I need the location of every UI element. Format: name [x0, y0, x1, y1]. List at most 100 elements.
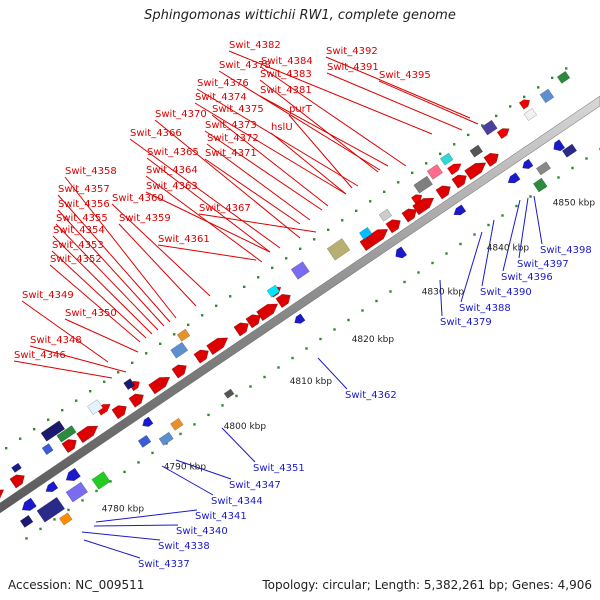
scale-dot — [89, 390, 92, 393]
leader-line — [317, 357, 348, 390]
leader-line — [259, 79, 379, 173]
scale-dot — [333, 328, 336, 331]
leader-line — [129, 138, 281, 249]
genome-summary: Topology: circular; Length: 5,382,261 bp… — [262, 578, 592, 592]
scale-dot — [355, 209, 358, 212]
scale-dot — [229, 295, 232, 298]
gene-label: Swit_4376 — [197, 78, 249, 89]
leader-lines — [13, 50, 543, 559]
gene-label: Swit_4372 — [207, 133, 259, 144]
scale-dot — [411, 171, 414, 174]
leader-line — [157, 244, 257, 261]
gene-label: Swit_4344 — [211, 496, 263, 507]
gene-label: Swit_4340 — [176, 526, 228, 537]
gene-label: Swit_4356 — [58, 199, 110, 210]
scale-dot — [277, 366, 280, 369]
gene-label: Swit_4396 — [501, 272, 553, 283]
scale-dot — [5, 447, 8, 450]
reverse-gene-arrow — [522, 158, 534, 170]
annotated-gene-box — [41, 443, 54, 456]
annotated-gene-box — [170, 341, 189, 359]
gene-label: Swit_4350 — [65, 308, 117, 319]
gene-label: Swit_4398 — [540, 245, 592, 256]
reverse-gene-arrow — [453, 204, 467, 216]
scale-dot — [453, 143, 456, 146]
gene-label: Swit_4365 — [147, 147, 199, 158]
scale-dot — [495, 114, 498, 118]
gene-label: Swit_4364 — [146, 165, 198, 176]
reverse-gene-arrow — [142, 416, 154, 427]
gene-label: Swit_4392 — [326, 46, 378, 57]
leader-line — [55, 223, 159, 331]
forward-gene-arrow — [483, 152, 499, 167]
leader-line — [93, 524, 179, 527]
reverse-gene-box — [65, 481, 89, 503]
scale-dot — [487, 223, 490, 227]
reverse-gene-box — [532, 177, 548, 193]
scale-dot — [375, 299, 378, 303]
leader-line — [161, 465, 214, 496]
scale-dot — [243, 285, 246, 288]
annotated-gene-box — [481, 119, 498, 136]
annotated-gene-box — [378, 208, 393, 222]
scale-dot — [263, 375, 266, 379]
leader-line — [198, 213, 317, 233]
leader-line — [52, 235, 153, 335]
forward-gene-arrow — [518, 99, 531, 110]
scale-dot — [131, 361, 134, 364]
leader-line — [221, 427, 256, 463]
leader-line — [111, 203, 211, 297]
scale-dot — [403, 280, 406, 284]
forward-gene-arrow — [410, 194, 423, 205]
forward-gene-arrow — [464, 162, 487, 181]
scale-dot — [159, 342, 162, 345]
accession-label: Accession: NC_009511 — [8, 578, 145, 592]
gene-label: Swit_4362 — [345, 390, 397, 401]
reverse-gene-arrow — [395, 246, 408, 259]
gene-label: Swit_4370 — [155, 109, 207, 120]
gene-label: Swit_4352 — [50, 254, 102, 265]
scale-label: 4780 kbp — [102, 505, 145, 515]
scale-dot — [431, 261, 434, 265]
gene-labels: 4780 kbp 4790 kbp 4800 kbp 4810 kbp 4820 kbp… — [14, 40, 595, 570]
leader-line — [13, 360, 113, 379]
scale-dot — [509, 105, 512, 108]
scale-dot — [67, 508, 70, 512]
gene-label: Swit_4366 — [130, 128, 182, 139]
gene-label: Swit_4363 — [146, 181, 198, 192]
leader-line — [196, 88, 359, 187]
scale-dot — [271, 266, 274, 269]
leader-line — [228, 50, 433, 135]
scale-dot — [565, 67, 568, 70]
scale-dot — [193, 423, 196, 426]
reverse-gene-arrow — [65, 467, 81, 481]
gene-label: Swit_4346 — [14, 350, 66, 361]
scale-ticks — [5, 67, 600, 540]
gene-label: Swit_4388 — [459, 303, 511, 314]
gene-label: Swit_4395 — [379, 70, 431, 81]
leader-line — [118, 223, 197, 307]
gene-label: Swit_4348 — [30, 335, 82, 346]
gene-label: Swit_4355 — [56, 213, 108, 224]
scale-dot — [515, 204, 518, 208]
leader-line — [288, 114, 353, 189]
annotated-gene-box — [469, 144, 484, 158]
leader-line — [533, 195, 543, 245]
gene-label: Swit_4353 — [52, 240, 104, 251]
scale-dot — [249, 385, 252, 388]
scale-dot — [179, 432, 182, 436]
reverse-gene-arrow — [45, 481, 59, 492]
forward-gene-arrow — [111, 405, 127, 420]
forward-gene-arrow — [9, 474, 25, 489]
annotated-gene-box — [426, 164, 444, 180]
leader-line — [204, 158, 301, 225]
scale-label: 4840 kbp — [487, 243, 530, 253]
scale-dot — [285, 257, 288, 260]
leader-line — [146, 157, 271, 253]
reverse-gene-box — [170, 417, 184, 431]
gene-label: Swit_4375 — [212, 104, 264, 115]
reverse-gene-arrow — [507, 172, 521, 184]
annotated-gene-box — [326, 238, 351, 261]
scale-dot — [501, 214, 504, 217]
scale-dot — [95, 489, 98, 493]
